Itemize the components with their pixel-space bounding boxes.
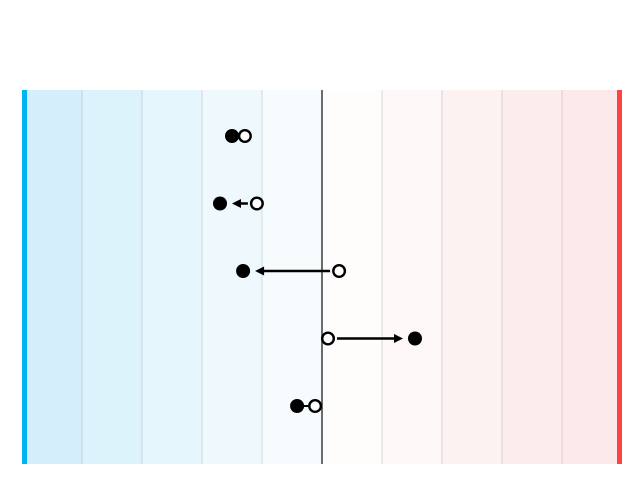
gradient-band (82, 90, 142, 464)
dot-open (249, 196, 264, 211)
dot-filled (213, 196, 227, 211)
dot-filled (408, 331, 422, 346)
dot-open (321, 331, 336, 346)
dot-filled (236, 264, 251, 278)
gradient-band (442, 90, 502, 464)
shift-chart-svg (22, 90, 622, 464)
dot-open (308, 399, 323, 414)
gradient-band (202, 90, 262, 464)
gradient-band (382, 90, 442, 464)
shift-arrow-head (255, 266, 265, 276)
gradient-band (22, 90, 82, 464)
shift-chart (22, 90, 622, 464)
dot-open (237, 129, 252, 144)
gradient-band (562, 90, 622, 464)
dot-open (332, 263, 347, 278)
gradient-band (322, 90, 382, 464)
dot-filled (225, 129, 239, 143)
gradient-band (142, 90, 202, 464)
dot-filled (290, 399, 305, 413)
blue-edge-bar (22, 90, 27, 464)
shift-arrow-head (232, 199, 241, 208)
shift-arrow-head (394, 334, 403, 343)
red-edge-bar (617, 90, 622, 464)
gradient-band (502, 90, 562, 464)
